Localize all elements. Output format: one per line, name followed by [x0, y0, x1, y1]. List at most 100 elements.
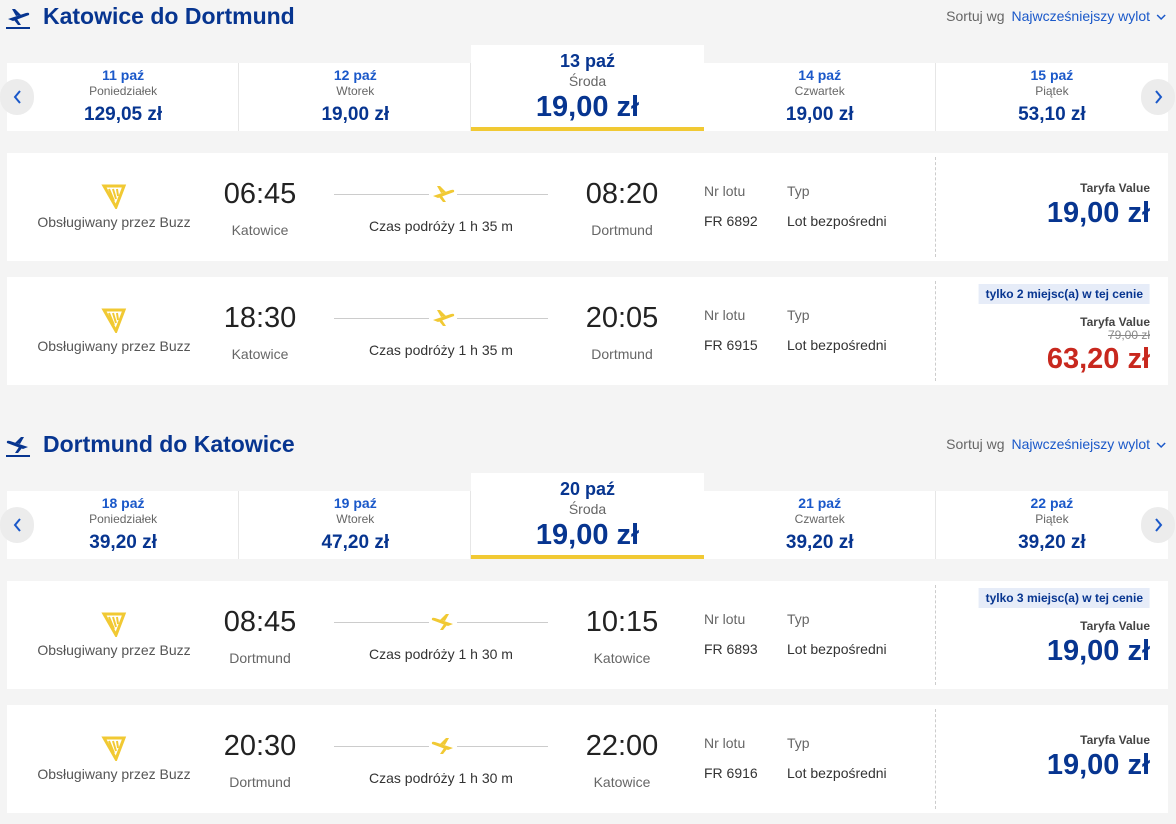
date-price: 39,20 zł [89, 532, 157, 553]
sort-value: Najwcześniejszy wylot [1011, 436, 1150, 452]
sort-control[interactable]: Sortuj wg Najwcześniejszy wylot [946, 8, 1166, 24]
section-icon [6, 434, 30, 463]
arrival-time: 10:15 [585, 606, 659, 638]
section-icon [6, 6, 30, 35]
departure-city: Katowice [231, 346, 289, 362]
day: Środa [568, 501, 607, 517]
date-price: 19,00 zł [785, 104, 854, 125]
flight-card[interactable] [7, 581, 1168, 689]
date-price: 53,10 zł [1018, 104, 1086, 125]
date-card[interactable] [239, 491, 472, 559]
type: Lot bezpośredni [787, 641, 887, 657]
date-card[interactable] [704, 63, 936, 131]
airline-logo [101, 307, 127, 338]
route-plane [429, 735, 457, 762]
prev-dates[interactable] [0, 79, 34, 115]
price: 19,00 zł [1046, 749, 1150, 781]
duration: Czas podróży 1 h 35 m [369, 218, 513, 234]
route-plane [429, 611, 457, 638]
sort-control[interactable]: Sortuj wg Najwcześniejszy wylot [946, 436, 1166, 452]
sort-label: Sortuj wg [946, 436, 1005, 452]
operator: Obsługiwany przez Buzz [37, 642, 191, 658]
flight-no-label: Nr lotu [704, 611, 746, 627]
day: Piątek [1035, 84, 1069, 98]
flight-card[interactable] [7, 705, 1168, 813]
date: 22 paź [1030, 495, 1074, 511]
day: Czwartek [794, 512, 845, 526]
day: Piątek [1035, 512, 1069, 526]
type: Lot bezpośredni [787, 765, 887, 781]
airline-logo [101, 183, 127, 214]
seats-badge: tylko 2 miejsc(a) w tej cenie [978, 284, 1150, 304]
arrival-city: Katowice [593, 774, 651, 790]
arrival-time: 08:20 [585, 178, 659, 210]
day: Środa [568, 73, 607, 89]
date-price: 19,00 zł [535, 91, 640, 123]
date: 13 paź [559, 51, 616, 71]
prev-dates[interactable] [0, 507, 34, 543]
departure-city: Katowice [231, 222, 289, 238]
flight-no: FR 6892 [704, 213, 758, 229]
type: Lot bezpośredni [787, 213, 887, 229]
fare-label: Taryfa Value [1080, 181, 1150, 195]
operator: Obsługiwany przez Buzz [37, 214, 191, 230]
day: Wtorek [336, 512, 375, 526]
date: 11 paź [102, 67, 145, 83]
type-label: Typ [787, 183, 810, 199]
fare-label: Taryfa Value [1080, 619, 1150, 633]
date-price: 39,20 zł [785, 532, 854, 553]
duration: Czas podróży 1 h 30 m [369, 646, 513, 662]
type-label: Typ [787, 307, 810, 323]
airline-logo [101, 735, 127, 766]
flight-no-label: Nr lotu [704, 307, 746, 323]
flight-no: FR 6916 [704, 765, 758, 781]
sort-value: Najwcześniejszy wylot [1011, 8, 1150, 24]
sort-chevron [1156, 436, 1166, 452]
date: 18 paź [101, 495, 145, 511]
date-price: 129,05 zł [84, 104, 163, 125]
date: 12 paź [333, 67, 377, 83]
date: 15 paź [1030, 67, 1074, 83]
arrival-city: Dortmund [591, 346, 653, 362]
date-card[interactable] [239, 63, 472, 131]
departure-city: Dortmund [229, 650, 291, 666]
price: 63,20 zł [1046, 343, 1150, 375]
departure-time: 06:45 [223, 178, 297, 210]
flight-card[interactable] [7, 277, 1168, 385]
card-divider [935, 585, 936, 685]
date-price: 47,20 zł [321, 532, 390, 553]
date-price: 19,00 zł [535, 519, 640, 551]
duration: Czas podróży 1 h 35 m [369, 342, 513, 358]
fare-label: Taryfa Value [1080, 733, 1150, 747]
date-card-selected[interactable] [471, 45, 704, 131]
flight-no-label: Nr lotu [704, 183, 746, 199]
arrival-time: 20:05 [585, 302, 659, 334]
type: Lot bezpośredni [787, 337, 887, 353]
day: Czwartek [794, 84, 845, 98]
day: Poniedziałek [89, 512, 158, 526]
card-divider [935, 157, 936, 257]
route-plane [429, 307, 457, 334]
date: 14 paź [798, 67, 842, 83]
section-title: Katowice do Dortmund [43, 3, 295, 29]
date-card[interactable] [7, 63, 240, 131]
departure-city: Dortmund [229, 774, 291, 790]
next-dates[interactable] [1141, 79, 1175, 115]
arrival-time: 22:00 [585, 730, 659, 762]
flight-card[interactable] [7, 153, 1168, 261]
date-card[interactable] [704, 491, 936, 559]
type-label: Typ [787, 611, 810, 627]
type-label: Typ [787, 735, 810, 751]
sort-label: Sortuj wg [946, 8, 1005, 24]
section-title: Dortmund do Katowice [43, 431, 295, 457]
next-dates[interactable] [1141, 507, 1175, 543]
date-card-selected[interactable] [471, 473, 704, 559]
date-card[interactable] [7, 491, 240, 559]
price: 19,00 zł [1046, 197, 1150, 229]
day: Poniedziałek [89, 84, 158, 98]
duration: Czas podróży 1 h 30 m [369, 770, 513, 786]
date: 20 paź [559, 479, 616, 499]
card-divider [935, 709, 936, 809]
operator: Obsługiwany przez Buzz [37, 338, 191, 354]
